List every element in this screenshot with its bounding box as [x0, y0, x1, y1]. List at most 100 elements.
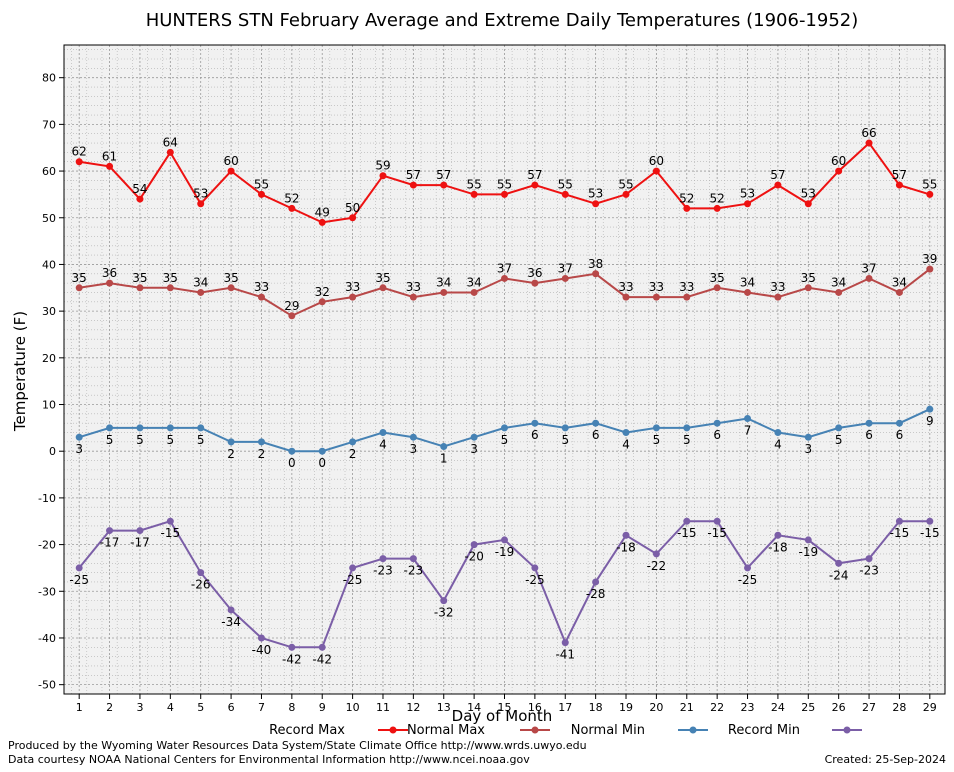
normal-max-point	[318, 298, 326, 306]
record-max-data-label: 54	[132, 182, 147, 196]
normal-max-data-label: 33	[770, 280, 785, 294]
record-min-point	[744, 564, 752, 572]
record-min-data-label: -42	[282, 652, 302, 666]
normal-min-data-label: 5	[106, 433, 114, 447]
normal-min-data-label: 3	[410, 442, 418, 456]
record-max-data-label: 55	[922, 177, 937, 191]
record-min-point	[379, 555, 387, 563]
record-min-point	[136, 527, 144, 535]
chart-title: HUNTERS STN February Average and Extreme…	[146, 10, 859, 31]
normal-max-point	[865, 274, 873, 282]
x-tick-label: 16	[528, 701, 542, 714]
normal-min-data-label: 4	[622, 438, 630, 452]
record-max-data-label: 61	[102, 149, 117, 163]
x-tick-label: 29	[923, 701, 937, 714]
y-tick-label: 40	[42, 258, 56, 271]
record-max-point	[257, 190, 265, 198]
normal-max-point	[501, 274, 508, 282]
record-min-data-label: -20	[464, 550, 484, 564]
record-min-data-label: -25	[343, 573, 363, 587]
x-tick-label: 6	[228, 701, 235, 714]
y-tick-label: 20	[42, 352, 56, 365]
record-max-data-label: 59	[375, 159, 390, 173]
legend-label-normal-max: Normal Max	[407, 723, 485, 738]
legend-marker-normal-max	[531, 726, 539, 734]
record-min-point	[865, 555, 873, 563]
normal-min-data-label: 5	[167, 433, 175, 447]
normal-min-point	[440, 443, 448, 451]
record-min-data-label: -23	[373, 564, 393, 578]
record-max-data-label: 53	[801, 187, 816, 201]
normal-min-point	[349, 438, 357, 446]
record-max-data-label: 57	[770, 168, 785, 182]
normal-max-data-label: 37	[497, 261, 512, 275]
y-tick-label: 10	[42, 399, 56, 412]
normal-min-data-label: 4	[379, 438, 387, 452]
record-max-data-label: 57	[436, 168, 451, 182]
normal-max-point	[227, 284, 235, 292]
x-tick-label: 9	[319, 701, 326, 714]
record-min-data-label: -23	[404, 564, 424, 578]
y-tick-label: 50	[42, 212, 56, 225]
normal-min-point	[227, 438, 235, 446]
y-tick-label: -50	[38, 679, 56, 692]
record-min-data-label: -24	[829, 568, 849, 582]
x-tick-label: 14	[467, 701, 481, 714]
record-max-point	[75, 158, 83, 166]
x-tick-label: 5	[197, 701, 204, 714]
normal-max-data-label: 35	[132, 271, 147, 285]
normal-max-data-label: 29	[284, 299, 299, 313]
normal-max-data-label: 35	[223, 271, 238, 285]
record-min-point	[531, 564, 539, 572]
record-min-point	[652, 550, 660, 558]
normal-min-data-label: 0	[288, 456, 296, 470]
normal-max-point	[197, 288, 205, 296]
normal-max-data-label: 33	[649, 280, 664, 294]
record-max-point	[501, 190, 508, 198]
record-max-data-label: 62	[72, 145, 87, 159]
x-tick-label: 3	[136, 701, 143, 714]
x-tick-label: 8	[288, 701, 295, 714]
x-tick-label: 7	[258, 701, 265, 714]
normal-max-data-label: 33	[345, 280, 360, 294]
record-max-data-label: 64	[163, 135, 178, 149]
normal-max-data-label: 35	[710, 271, 725, 285]
y-tick-label: 0	[49, 445, 56, 458]
normal-min-data-label: 5	[136, 433, 144, 447]
x-tick-label: 23	[741, 701, 755, 714]
record-max-point	[683, 204, 691, 212]
record-max-data-label: 53	[740, 187, 755, 201]
normal-max-point	[106, 279, 114, 287]
normal-max-point	[835, 288, 843, 296]
record-min-point	[166, 517, 174, 525]
record-min-point	[926, 517, 934, 525]
normal-max-data-label: 33	[618, 280, 633, 294]
record-max-point	[106, 162, 114, 170]
record-max-point	[713, 204, 721, 212]
normal-max-data-label: 34	[892, 275, 907, 289]
record-max-data-label: 66	[861, 126, 876, 140]
record-min-point	[440, 597, 448, 605]
x-tick-label: 26	[832, 701, 846, 714]
record-min-data-label: -25	[738, 573, 758, 587]
record-min-data-label: -15	[161, 526, 181, 540]
normal-min-point	[106, 424, 114, 432]
normal-min-data-label: 3	[804, 442, 812, 456]
record-max-point	[166, 148, 174, 156]
normal-max-point	[652, 293, 660, 301]
record-min-data-label: -15	[677, 526, 697, 540]
record-max-data-label: 49	[315, 205, 330, 219]
normal-max-point	[257, 293, 265, 301]
normal-min-point	[197, 424, 205, 432]
record-max-data-label: 55	[558, 177, 573, 191]
x-tick-label: 24	[771, 701, 785, 714]
record-max-point	[136, 195, 144, 203]
normal-min-data-label: 5	[561, 433, 569, 447]
record-min-point	[257, 634, 265, 642]
normal-min-data-label: 5	[653, 433, 661, 447]
record-max-data-label: 55	[497, 177, 512, 191]
normal-min-data-label: 3	[75, 442, 83, 456]
normal-min-point	[744, 415, 752, 423]
record-max-data-label: 57	[527, 168, 542, 182]
